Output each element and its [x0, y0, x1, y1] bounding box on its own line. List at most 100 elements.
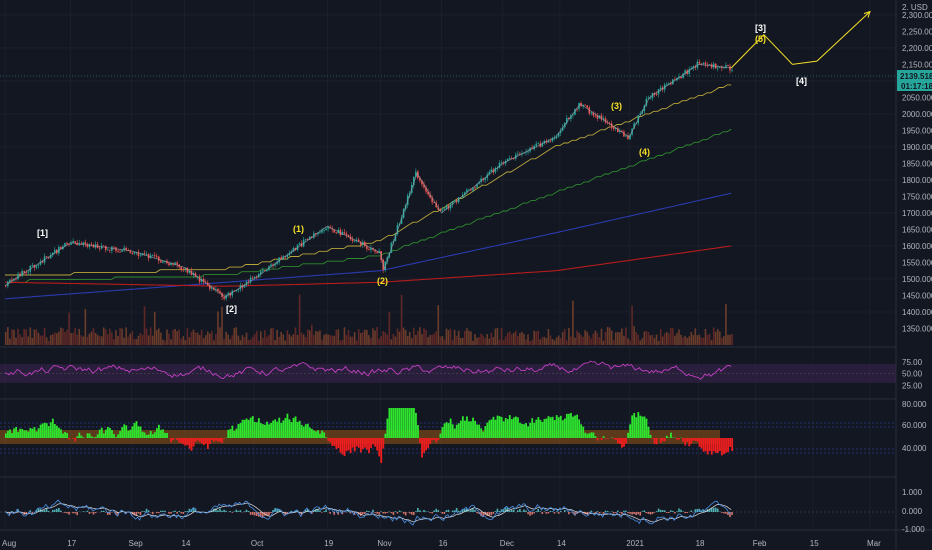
macd-hist-bar: [457, 510, 460, 512]
macd-hist-bar: [419, 510, 421, 512]
moving-averages: [4, 84, 732, 300]
candle-body: [243, 285, 246, 288]
candle-body: [400, 217, 403, 224]
candle-body: [176, 262, 178, 265]
candle-body: [35, 265, 38, 268]
osc-bar: [196, 438, 199, 441]
candle-body: [64, 243, 66, 247]
volume-bar: [712, 327, 715, 345]
volume-bar: [674, 335, 676, 345]
macd-hist-bar: [88, 512, 91, 514]
candle-body: [653, 92, 656, 95]
candle-body: [82, 242, 85, 245]
osc-bar: [614, 438, 617, 440]
candle-body: [437, 207, 440, 210]
osc-bar: [488, 420, 491, 438]
macd-hist-bar: [378, 512, 380, 515]
volume-bar: [466, 328, 468, 345]
candle-body: [541, 143, 544, 147]
rsi-tick-label: 25.00: [902, 381, 923, 390]
osc-bar: [508, 415, 511, 438]
volume-bar: [155, 330, 158, 345]
osc-bar: [160, 429, 162, 438]
volume-bar: [619, 332, 621, 345]
candle-body: [17, 273, 19, 280]
macd-hist-bar: [714, 507, 717, 512]
price-tick-label: 2,250.000: [902, 27, 932, 36]
volume-bar: [382, 331, 384, 345]
volume-bar: [357, 329, 360, 345]
macd-hist-bar: [547, 512, 550, 514]
volume-bar: [68, 312, 70, 345]
osc-bar: [580, 424, 583, 438]
volume-bar: [692, 334, 695, 345]
candle-body: [490, 169, 493, 172]
osc-bar: [670, 432, 672, 438]
volume-bar: [217, 311, 219, 345]
volume-bar: [406, 336, 409, 345]
osc-bar: [706, 438, 709, 455]
osc-bar: [107, 426, 109, 438]
macd-hist-bar: [625, 510, 627, 512]
candle-body: [574, 108, 576, 115]
macd-hist-bar: [606, 511, 609, 512]
macd-hist-bar: [502, 509, 505, 512]
volume-bar: [639, 340, 642, 345]
macd-hist-bar: [313, 510, 315, 512]
osc-bar: [43, 422, 46, 438]
candle-body: [517, 153, 519, 155]
candle-body: [131, 252, 134, 254]
volume-bar: [276, 330, 278, 345]
candle-body: [251, 277, 254, 279]
volume-bar: [15, 337, 17, 345]
macd-hist-bar: [710, 507, 713, 512]
time-axis[interactable]: Aug 17 Sep 14 Oct 19 Nov 16 Dec 14 2021 18 Feb 15 Mar: [2, 539, 881, 548]
osc-bar: [7, 430, 9, 438]
osc-bar: [663, 438, 666, 442]
volume-bar: [308, 330, 311, 345]
price-tick-label: 2050.000: [902, 93, 932, 102]
candle-body: [19, 273, 21, 276]
macd-hist-bar: [527, 512, 529, 515]
volume-bar: [429, 335, 431, 345]
candle-body: [680, 76, 682, 78]
price-axis[interactable]: 2. USD 2,300.000 2,250.000 2,200.000 2,150.…: [897, 3, 932, 534]
macd-hist-bar: [221, 510, 223, 512]
candle-body: [357, 239, 360, 242]
osc-bar: [502, 421, 505, 438]
candle-body: [98, 247, 101, 249]
candle-body: [698, 61, 701, 64]
candle-body: [223, 297, 225, 299]
candle-body: [508, 158, 511, 159]
candle-body: [568, 117, 570, 119]
volume-bar: [610, 330, 613, 345]
volume-bar: [345, 335, 348, 345]
volume-bar: [192, 329, 195, 345]
candle-body: [623, 131, 625, 137]
osc-bar: [415, 412, 417, 438]
osc-bar: [223, 438, 226, 439]
volume-bar: [23, 328, 25, 345]
volume-bar: [70, 333, 72, 345]
volume-bar: [74, 327, 76, 345]
volume-bar: [535, 331, 537, 345]
wave-label-4: [4]: [796, 76, 807, 86]
candle-body: [321, 230, 323, 233]
candle-body: [9, 279, 11, 282]
macd-hist-bar: [29, 510, 32, 512]
candle-body: [145, 253, 148, 255]
volume-bar: [396, 328, 399, 345]
candle-body: [606, 122, 609, 124]
volume-bar: [508, 331, 511, 345]
price-tick-label: 1500.000: [902, 275, 932, 284]
macd-hist-bar: [243, 511, 246, 512]
volume-bar: [372, 328, 374, 345]
osc-bar: [545, 418, 548, 438]
volume-bar: [100, 336, 103, 345]
osc-bar: [262, 424, 264, 438]
price-tick-label: 1900.000: [902, 143, 932, 152]
volume-bar: [286, 330, 289, 345]
macd-hist-bar: [315, 509, 317, 512]
volume-bar: [380, 336, 382, 345]
